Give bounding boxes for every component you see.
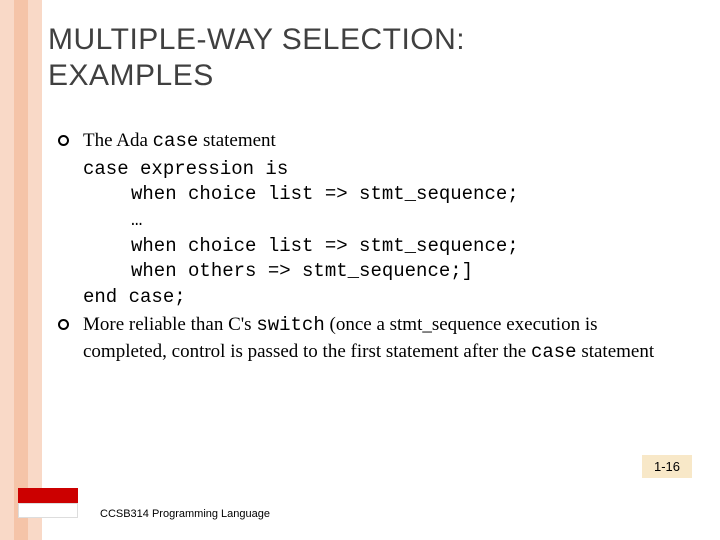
code-line-3: … (83, 208, 680, 234)
bullet-2-text: More reliable than C's switch (once a st… (83, 312, 680, 365)
code-line-5: when others => stmt_sequence;] (83, 259, 680, 285)
title-line1: MULTIPLE-WAY SELECTION: (48, 23, 465, 56)
content-area: The Ada case statement case expression i… (58, 128, 680, 368)
footer-text: CCSB314 Programming Language (100, 508, 270, 520)
bullet-1: The Ada case statement (58, 128, 680, 155)
bullet-2: More reliable than C's switch (once a st… (58, 312, 680, 365)
logo-flag (18, 488, 78, 518)
bullet-icon (58, 135, 69, 146)
stripe-1 (0, 0, 14, 540)
page-number-badge: 1-16 (642, 455, 692, 478)
code-line-1: case expression is (83, 157, 680, 183)
university-logo (18, 488, 86, 530)
code-line-6: end case; (83, 285, 680, 311)
code-line-4: when choice list => stmt_sequence; (83, 234, 680, 260)
stripe-3 (28, 0, 42, 540)
bullet-icon (58, 319, 69, 330)
page-title: MULTIPLE-WAY SELECTION: EXAMPLES (48, 22, 465, 94)
code-line-2: when choice list => stmt_sequence; (83, 182, 680, 208)
stripe-2 (14, 0, 28, 540)
code-block: case expression is when choice list => s… (83, 157, 680, 311)
title-line2: EXAMPLES (48, 59, 214, 92)
bullet-1-text: The Ada case statement (83, 128, 680, 155)
